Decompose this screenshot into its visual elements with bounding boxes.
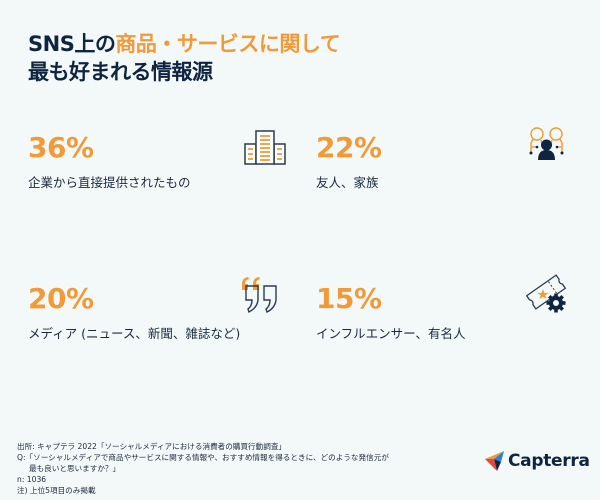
title-line-1: SNS上の商品・サービスに関して bbox=[28, 30, 341, 58]
title-accent: 商品・サービスに関して bbox=[115, 32, 341, 56]
people-network-icon bbox=[525, 125, 569, 165]
title-line-2: 最も好まれる情報源 bbox=[28, 60, 213, 84]
stat-percent: 22% bbox=[316, 131, 382, 164]
source-note: 出所: キャプテラ 2022「ソーシャルメディアにおける消費者の購買行動調査」 bbox=[17, 442, 287, 451]
stat-company-direct: 36% 企業から直接提供されたもの bbox=[28, 132, 191, 191]
page-title: SNS上の商品・サービスに関して 最も好まれる情報源 bbox=[28, 30, 341, 86]
stat-label: 友人、家族 bbox=[316, 175, 379, 190]
stat-percent: 36% bbox=[28, 131, 94, 164]
stat-label: メディア (ニュース、新聞、雑誌など) bbox=[28, 326, 241, 341]
note: 注) 上位5項目のみ掲載 bbox=[17, 486, 96, 495]
question-line-1: Q:「ソーシャルメディアで商品やサービスに関する情報や、おすすめ情報を得るときに… bbox=[17, 453, 389, 462]
stat-label: 企業から直接提供されたもの bbox=[28, 175, 191, 190]
office-buildings-icon bbox=[244, 129, 286, 169]
logo-text: Capterra bbox=[508, 451, 590, 471]
stat-influencers: 15% インフルエンサー、有名人 bbox=[316, 283, 466, 342]
stat-percent: 20% bbox=[28, 282, 94, 315]
quotation-marks-icon bbox=[240, 276, 282, 320]
stat-media: 20% メディア (ニュース、新聞、雑誌など) bbox=[28, 283, 240, 342]
stat-friends-family: 22% 友人、家族 bbox=[316, 132, 382, 191]
question-line-2: 最も良いと思いますか？」 bbox=[29, 464, 121, 473]
footnotes: 出所: キャプテラ 2022「ソーシャルメディアにおける消費者の購買行動調査」 … bbox=[17, 441, 389, 496]
stat-label: インフルエンサー、有名人 bbox=[316, 326, 466, 341]
capterra-arrow-icon bbox=[485, 451, 504, 471]
ticket-star-gear-icon bbox=[525, 272, 570, 320]
capterra-logo: Capterra bbox=[485, 450, 590, 472]
sample-size: n: 1036 bbox=[17, 475, 47, 484]
stat-percent: 15% bbox=[316, 282, 382, 315]
title-part-1: SNS上の bbox=[28, 32, 116, 56]
